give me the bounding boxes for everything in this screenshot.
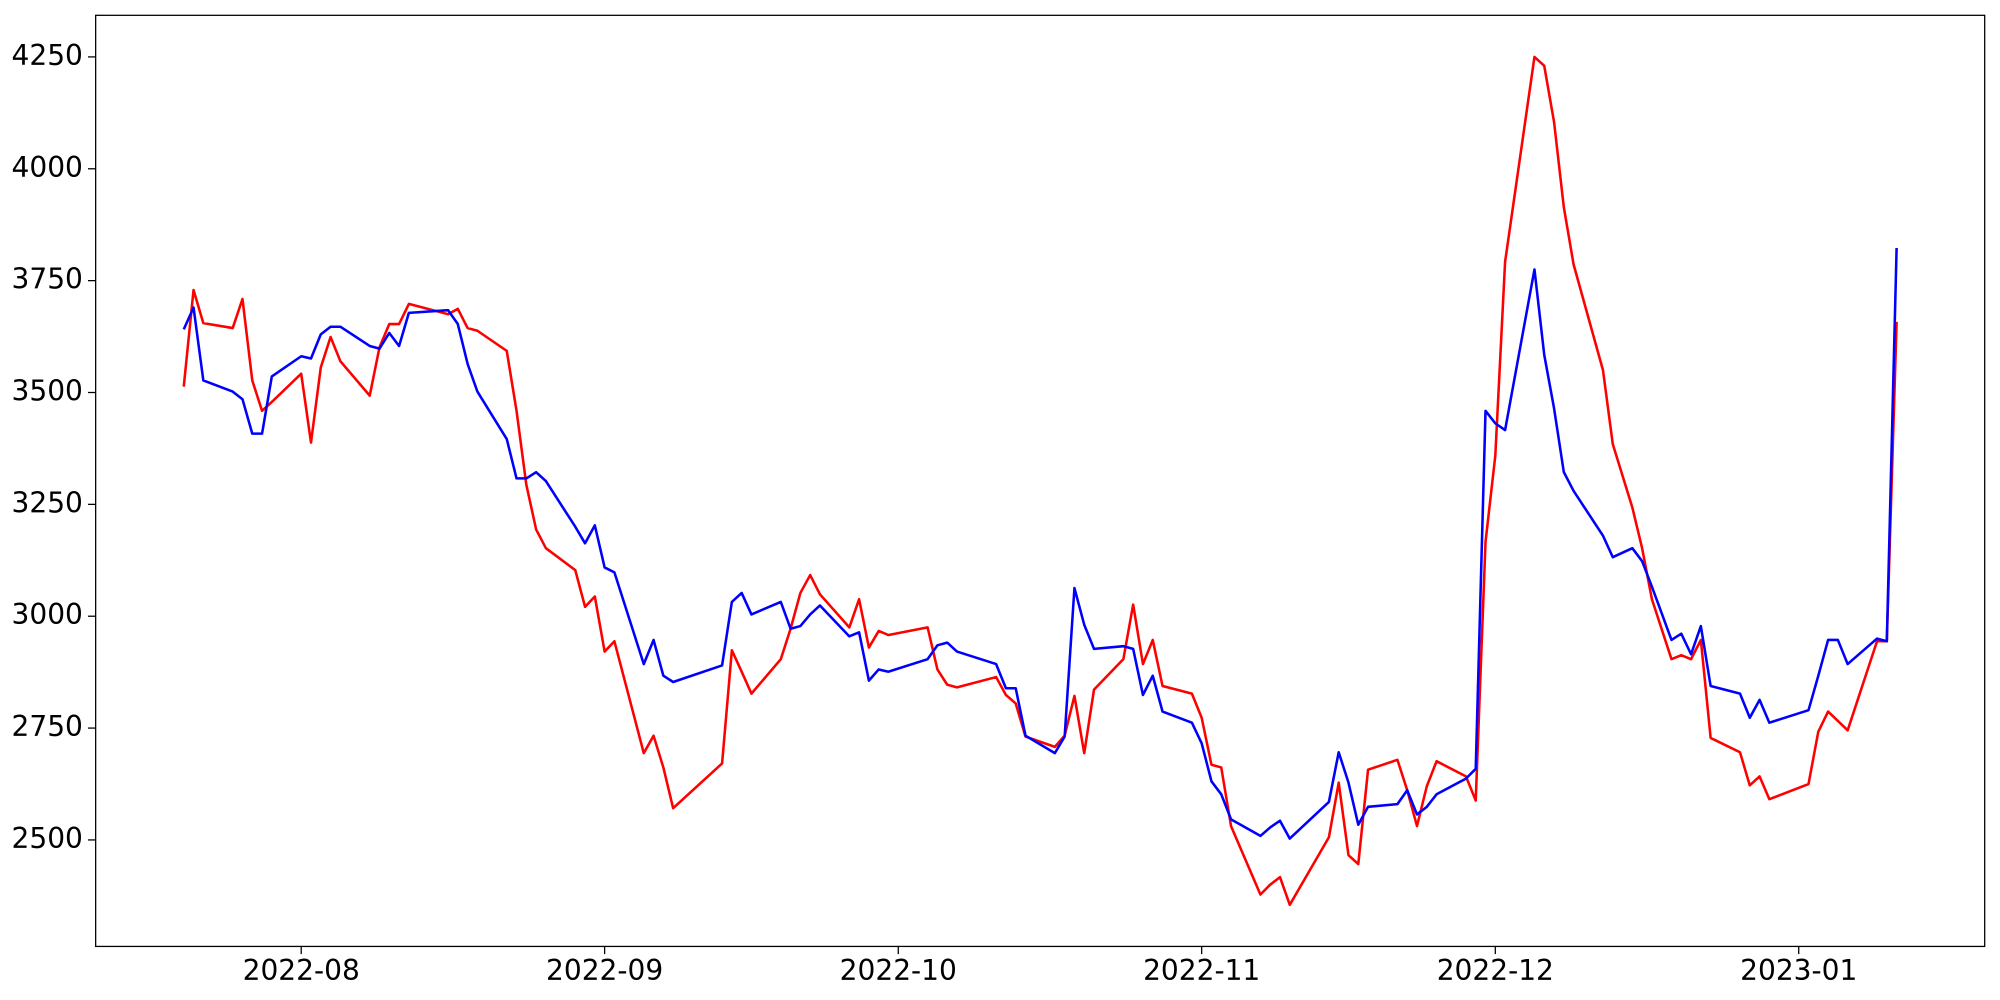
plot-frame (95, 14, 1986, 948)
x-tick-label: 2023-01 (1740, 954, 1857, 987)
y-tick-label: 3000 (12, 598, 83, 631)
x-tick-label: 2022-09 (546, 954, 663, 987)
y-tick-label: 4250 (12, 39, 83, 72)
y-tick-label: 2500 (12, 822, 83, 855)
line-series (182, 55, 1898, 907)
x-tick-label: 2022-12 (1437, 954, 1554, 987)
y-tick-label: 3750 (12, 263, 83, 296)
x-tick-label: 2022-10 (840, 954, 957, 987)
x-tick-label: 2022-08 (243, 954, 360, 987)
y-tick-label: 2750 (12, 710, 83, 743)
y-tick-label: 3250 (12, 486, 83, 519)
y-tick-label: 3500 (12, 374, 83, 407)
line-series (182, 247, 1898, 840)
x-tick-label: 2022-11 (1143, 954, 1260, 987)
y-tick-label: 4000 (12, 151, 83, 184)
